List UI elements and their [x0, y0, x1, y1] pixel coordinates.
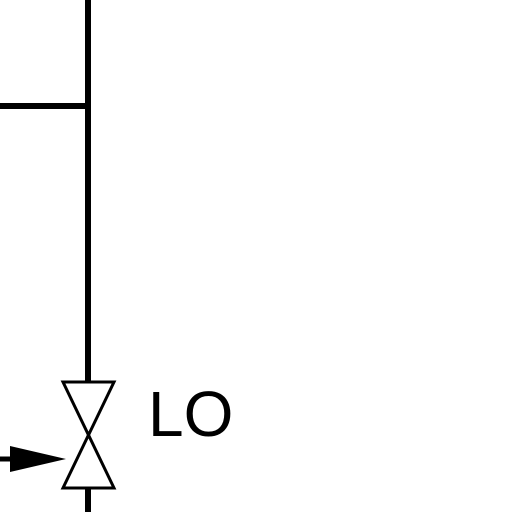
valve-lower-triangle: [60, 431, 117, 490]
arrow-head: [10, 446, 66, 472]
valve-label: LO: [148, 378, 233, 450]
valve-upper-triangle: [60, 380, 117, 439]
flow-arrow-icon: [0, 446, 66, 472]
gate-valve-icon: [60, 380, 117, 490]
